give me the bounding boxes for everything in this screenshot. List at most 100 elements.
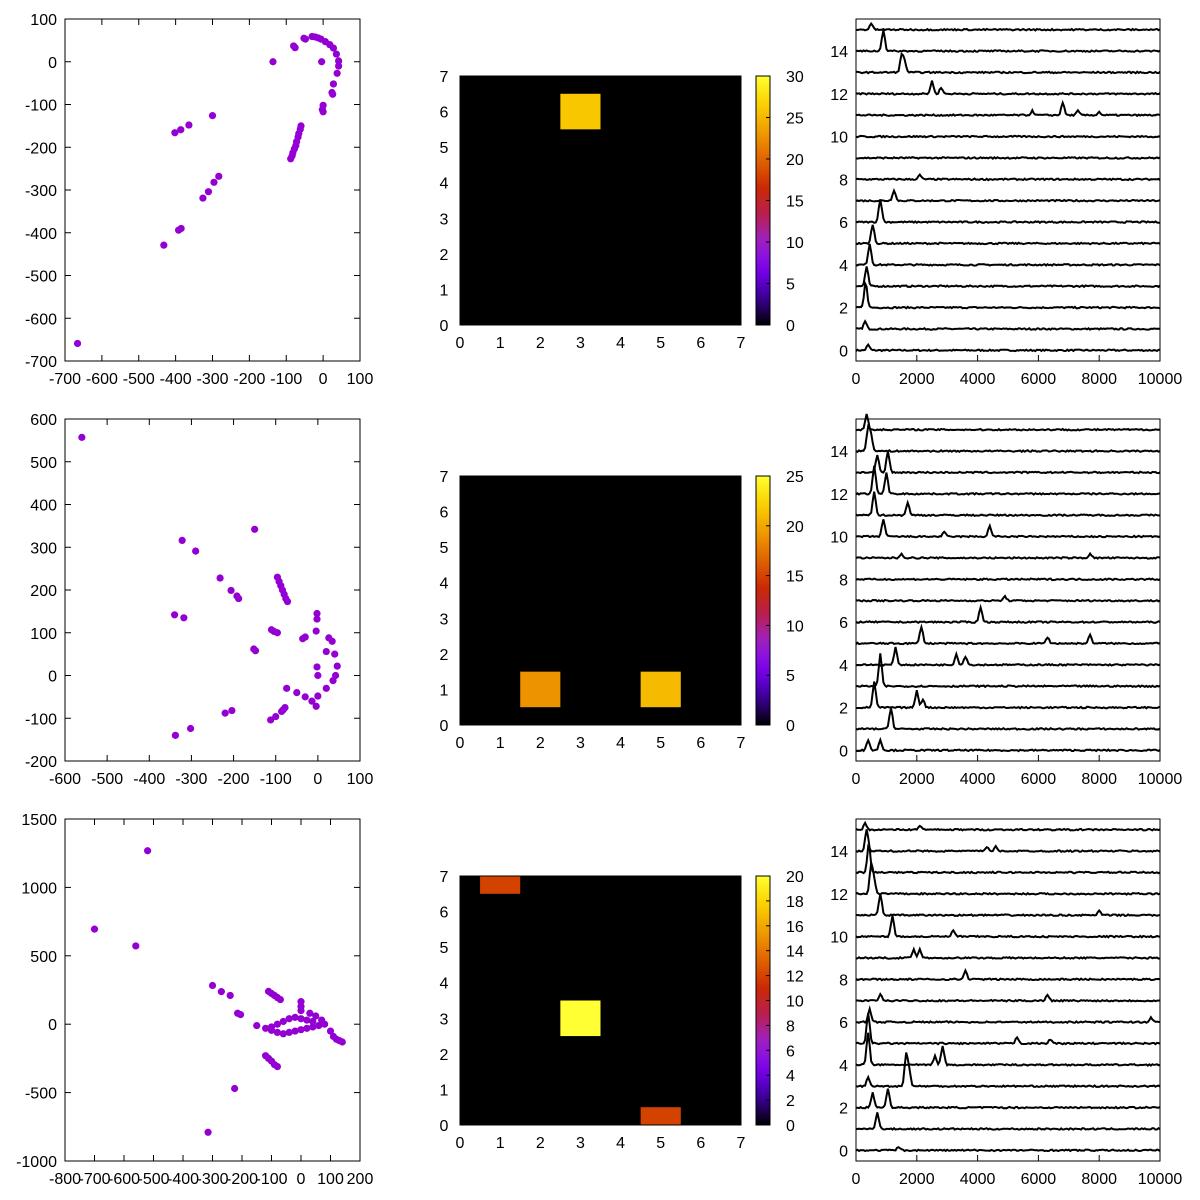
data-point [272, 712, 280, 721]
y-tick-label: 0 [440, 1118, 449, 1135]
data-point [291, 1013, 299, 1021]
data-point [333, 662, 341, 670]
trace-line-5 [855, 1013, 1161, 1046]
x-tick-label: 8000 [1081, 371, 1117, 388]
y-tick-label: 7 [440, 69, 449, 86]
x-tick-label: 2000 [899, 771, 935, 788]
trace-line-2 [855, 279, 1161, 310]
x-tick-label: 0 [313, 771, 322, 788]
y-tick-label: 3 [440, 211, 449, 228]
data-point [293, 689, 301, 697]
y-tick-label: 2 [839, 301, 848, 318]
x-tick-label: 0 [456, 735, 465, 752]
data-point [313, 615, 321, 623]
y-tick-label: 0 [440, 318, 449, 335]
data-point [185, 121, 193, 129]
data-point [331, 671, 340, 680]
x-tick-label: 4 [616, 735, 625, 752]
data-point [301, 35, 310, 43]
y-tick-label: 4 [440, 576, 449, 593]
data-point [314, 692, 322, 700]
plot-frame [64, 818, 361, 1162]
y-tick-label: 3 [440, 1011, 449, 1028]
heatmap-cell [640, 671, 681, 708]
y-tick-label: 6 [839, 615, 848, 632]
colorbar-tick-label: 10 [786, 618, 804, 635]
data-point [178, 536, 186, 545]
data-point [329, 44, 338, 52]
data-point [318, 58, 326, 66]
x-tick-label: -500 [137, 1171, 169, 1188]
data-point [204, 1128, 212, 1136]
data-point [283, 684, 291, 692]
panel-line-row0: 0 2000 4000 6000 8000 10000 0 2 4 6 8 10 12 14 [830, 18, 1183, 388]
y-tick-label: 2 [839, 701, 848, 718]
data-point [180, 614, 188, 622]
colorbar-tick-label: 8 [786, 1018, 795, 1035]
trace-line-11 [855, 894, 1161, 918]
data-point [177, 224, 185, 233]
trace-line-12 [855, 80, 1161, 96]
y-tick-label: 6 [839, 215, 848, 232]
y-tick-label: -700 [25, 354, 57, 371]
plot-frame [459, 475, 742, 726]
data-point [215, 172, 223, 180]
y-tick-label: 6 [440, 105, 449, 122]
data-point [276, 995, 284, 1004]
colorbar-tick-label: 0 [786, 318, 795, 335]
y-tick-label: 12 [830, 887, 848, 904]
data-point [171, 731, 180, 739]
x-tick-label: 4000 [960, 1171, 996, 1188]
trace-line-9 [855, 551, 1161, 560]
data-point [273, 629, 281, 637]
colorbar-tick-label: 10 [786, 994, 804, 1011]
y-tick-label: 1 [440, 682, 449, 699]
x-tick-label: -300 [196, 371, 228, 388]
y-tick-label: 4 [839, 658, 848, 675]
data-point [273, 1020, 281, 1028]
data-point [285, 1015, 293, 1023]
data-point [303, 1024, 311, 1032]
x-tick-label: -100 [270, 371, 302, 388]
trace-line-1 [855, 708, 1161, 731]
colorbar-tick-label: 16 [786, 919, 804, 936]
trace-line-1 [856, 319, 1161, 331]
trace-line-12 [856, 862, 1161, 896]
panel-scatter-row1: -600 -500 -400 -300 -200 -100 0 100 -200 -100 0 100… [25, 412, 373, 788]
trace-line-15 [855, 413, 1161, 432]
data-point [315, 1021, 323, 1030]
colorbar-tick-label: 18 [786, 894, 804, 911]
trace-line-0 [855, 342, 1161, 353]
x-tick-label: 6000 [1021, 1171, 1057, 1188]
colorbar-tick-label: 14 [786, 944, 804, 961]
data-point [208, 981, 217, 990]
trace-line-7 [855, 992, 1161, 1003]
data-point [253, 1021, 261, 1030]
y-tick-label: 600 [30, 412, 57, 429]
plot-frame [459, 75, 742, 326]
x-tick-label: -800 [49, 1171, 81, 1188]
data-point [331, 650, 339, 658]
colorbar-tick-label: 5 [786, 668, 795, 685]
y-tick-label: 7 [440, 469, 449, 486]
y-tick-label: 0 [839, 1143, 848, 1160]
x-tick-label: 6 [696, 735, 705, 752]
y-tick-label: 6 [440, 505, 449, 522]
colorbar-tick-label: 12 [786, 969, 804, 986]
y-tick-label: 10 [830, 530, 848, 547]
y-tick-label: 300 [30, 540, 57, 557]
x-tick-label: -200 [226, 1171, 258, 1188]
trace-line-10 [855, 519, 1161, 539]
heatmap-cell [640, 1107, 681, 1125]
data-point [267, 716, 275, 724]
trace-line-4 [855, 1032, 1161, 1067]
trace-line-14 [855, 829, 1161, 853]
x-tick-label: 10000 [1138, 371, 1183, 388]
y-tick-label: 4 [440, 176, 449, 193]
heatmap-cell [560, 93, 601, 130]
y-tick-label: -500 [25, 1086, 57, 1103]
colorbar-tick-label: 2 [786, 1093, 795, 1110]
data-point [204, 188, 213, 196]
plot-frame [855, 418, 1161, 762]
x-tick-label: 6000 [1021, 371, 1057, 388]
